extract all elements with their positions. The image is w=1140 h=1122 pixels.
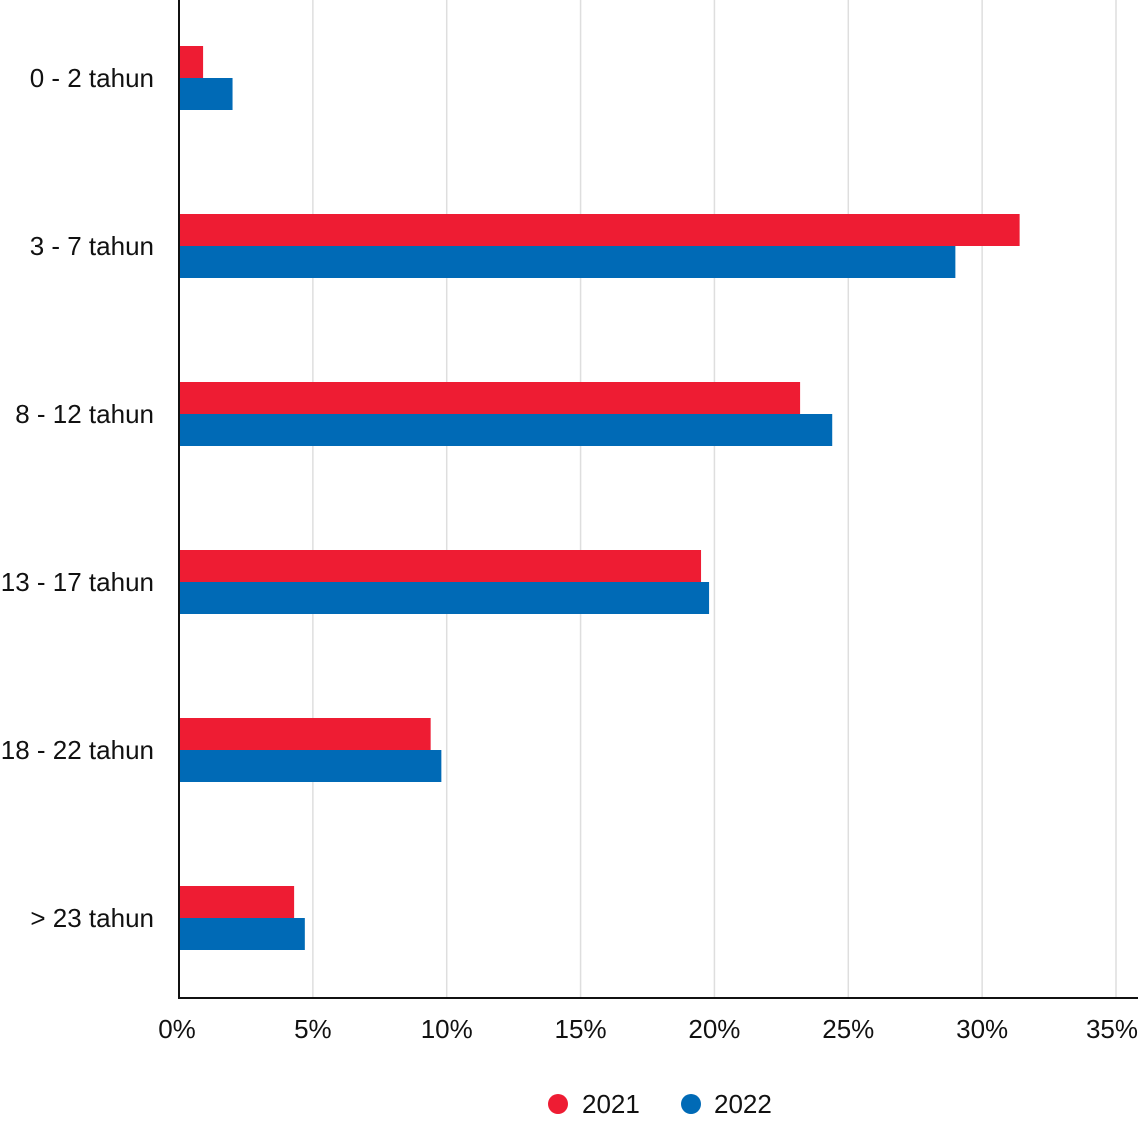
legend-label-2022: 2022 [714,1089,772,1119]
bar-2022-3 [179,582,710,614]
gridlines [312,0,1117,998]
legend-label-2021: 2021 [582,1089,640,1119]
bar-2021-1 [179,214,1020,246]
category-label: 3 - 7 tahun [30,231,154,261]
category-label: > 23 tahun [30,903,154,933]
legend-marker-2022 [681,1094,701,1114]
x-tick-label: 35% [1086,1014,1138,1044]
x-tick-label: 20% [688,1014,740,1044]
bar-2022-2 [179,414,833,446]
bar-2021-3 [179,550,702,582]
bar-2022-0 [179,78,233,110]
x-tick-label: 5% [294,1014,332,1044]
category-labels: 0 - 2 tahun 3 - 7 tahun 8 - 12 tahun 13 - 1… [1,63,154,933]
x-tick-label: 25% [822,1014,874,1044]
bar-2022-4 [179,750,442,782]
x-tick-label: 10% [421,1014,473,1044]
bars [179,46,1020,950]
bar-2021-0 [179,46,204,78]
category-label: 18 - 22 tahun [1,735,154,765]
x-tick-label: 30% [956,1014,1008,1044]
bar-2021-4 [179,718,431,750]
x-tick-label: 0% [158,1014,196,1044]
category-label: 8 - 12 tahun [15,399,154,429]
legend-marker-2021 [548,1094,568,1114]
bar-2022-1 [179,246,956,278]
axes [178,0,1138,999]
bar-2021-5 [179,886,295,918]
category-label: 0 - 2 tahun [30,63,154,93]
category-label: 13 - 17 tahun [1,567,154,597]
bar-2022-5 [179,918,305,950]
legend: 2021 2022 [548,1089,772,1119]
x-tick-label: 15% [555,1014,607,1044]
x-tick-labels: 0% 5% 10% 15% 20% 25% 30% 35% [158,1014,1138,1044]
bar-2021-2 [179,382,801,414]
